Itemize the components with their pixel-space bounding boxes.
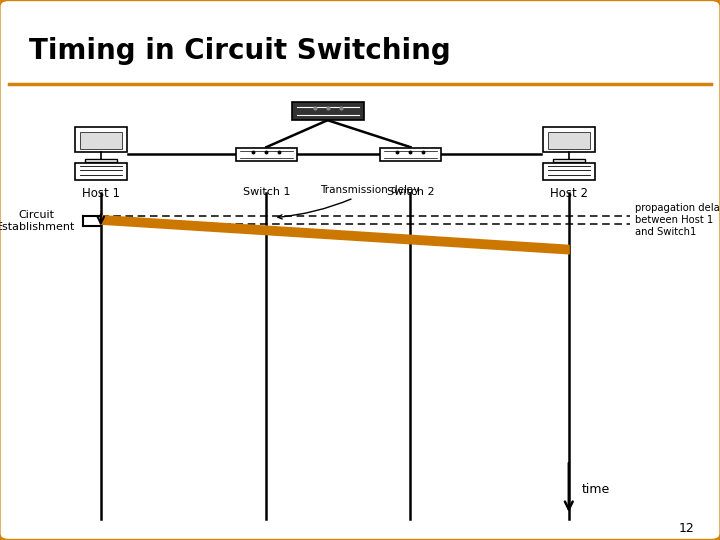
Text: Host 2: Host 2 xyxy=(550,187,588,200)
Bar xyxy=(75,163,127,179)
Bar xyxy=(543,127,595,152)
Text: Transmission delay: Transmission delay xyxy=(278,185,420,219)
Bar xyxy=(236,147,297,161)
Text: time: time xyxy=(582,483,610,496)
Bar xyxy=(548,132,590,149)
Bar xyxy=(553,159,585,162)
Bar xyxy=(75,127,127,152)
Text: Timing in Circuit Switching: Timing in Circuit Switching xyxy=(29,37,451,65)
Text: 12: 12 xyxy=(679,522,695,536)
Text: Switch 1: Switch 1 xyxy=(243,187,290,197)
Text: propagation delay
between Host 1
and Switch1: propagation delay between Host 1 and Swi… xyxy=(635,203,720,237)
Bar xyxy=(85,159,117,162)
Text: Switch 2: Switch 2 xyxy=(387,187,434,197)
Polygon shape xyxy=(101,216,569,253)
Bar xyxy=(292,102,364,120)
Text: Circuit
Establishment: Circuit Establishment xyxy=(0,210,76,232)
Bar xyxy=(380,147,441,161)
Text: Host 1: Host 1 xyxy=(82,187,120,200)
Bar xyxy=(80,132,122,149)
Bar xyxy=(543,163,595,179)
